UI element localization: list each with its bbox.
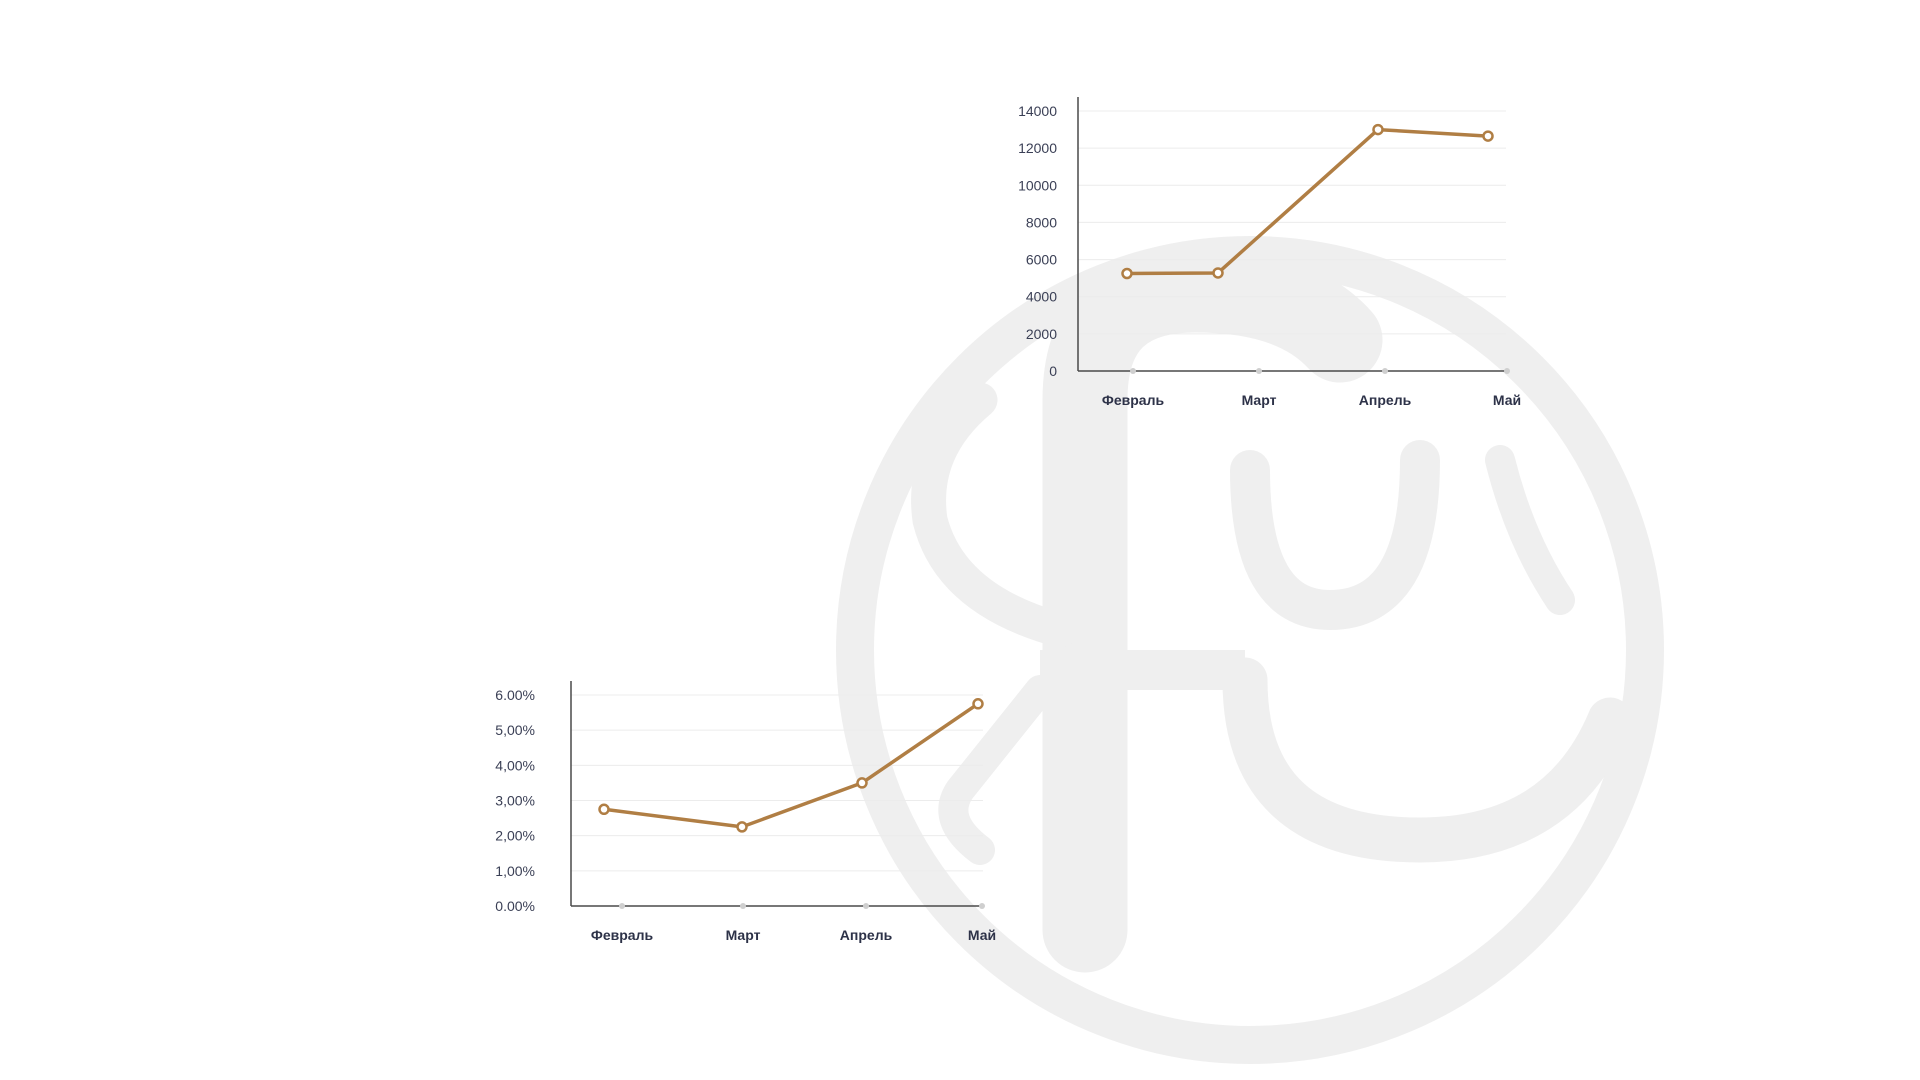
x-tick-dot [740, 903, 746, 909]
data-point [972, 698, 984, 710]
series-line [602, 702, 980, 829]
chart-monthly-amount: 0 2000 4000 6000 8000 10000 12000 14000 Февраль М… [1018, 97, 1521, 408]
y-tick-label: 0 [1049, 363, 1057, 379]
watermark-bowl [1230, 440, 1440, 631]
x-tick-label: Март [1242, 392, 1277, 408]
watermark-lower-bowl [1222, 657, 1633, 863]
y-tick-label: 14000 [1018, 103, 1057, 119]
chart-monthly-percent: 0.00% 1,00% 2,00% 3,00% 4,00% 5,00% 6.00% Февра… [495, 681, 996, 943]
data-point [1372, 123, 1384, 136]
data-point [736, 821, 748, 833]
y-tick-label: 2,00% [495, 828, 535, 844]
y-tick-label: 4000 [1026, 289, 1057, 305]
x-tick-label: Май [1493, 392, 1521, 408]
data-point [1212, 267, 1224, 279]
y-tick-label: 4,00% [495, 757, 535, 773]
data-point [1121, 267, 1133, 280]
y-tick-label: 6.00% [495, 687, 535, 703]
x-tick-label: Май [968, 927, 996, 943]
x-tick-dot [979, 903, 985, 909]
data-point [1482, 130, 1494, 142]
x-tick-dot [1382, 368, 1388, 374]
data-point [598, 803, 610, 816]
x-tick-dot [619, 903, 625, 909]
x-tick-dot [1256, 368, 1262, 374]
x-tick-dot [1504, 368, 1510, 374]
y-tick-label: 0.00% [495, 898, 535, 914]
x-tick-dot [1130, 368, 1136, 374]
x-tick-label: Апрель [840, 927, 893, 943]
y-tick-label: 2000 [1026, 326, 1057, 342]
x-tick-label: Март [726, 927, 761, 943]
y-tick-label: 12000 [1018, 140, 1057, 156]
data-point [856, 777, 868, 789]
y-tick-label: 8000 [1026, 214, 1057, 230]
x-tick-label: Февраль [1102, 392, 1165, 408]
y-tick-label: 1,00% [495, 863, 535, 879]
watermark-left-swash [911, 382, 1078, 648]
x-tick-label: Февраль [591, 927, 654, 943]
x-tick-dot [863, 903, 869, 909]
x-tick-label: Апрель [1359, 392, 1412, 408]
watermark-diagonal [938, 675, 1055, 865]
y-tick-label: 6000 [1026, 252, 1057, 268]
watermark-stem [1042, 247, 1383, 973]
series-line [1125, 127, 1490, 276]
watermark-tail [1485, 445, 1575, 615]
y-tick-label: 5,00% [495, 722, 535, 738]
y-tick-label: 10000 [1018, 177, 1057, 193]
y-tick-label: 3,00% [495, 793, 535, 809]
